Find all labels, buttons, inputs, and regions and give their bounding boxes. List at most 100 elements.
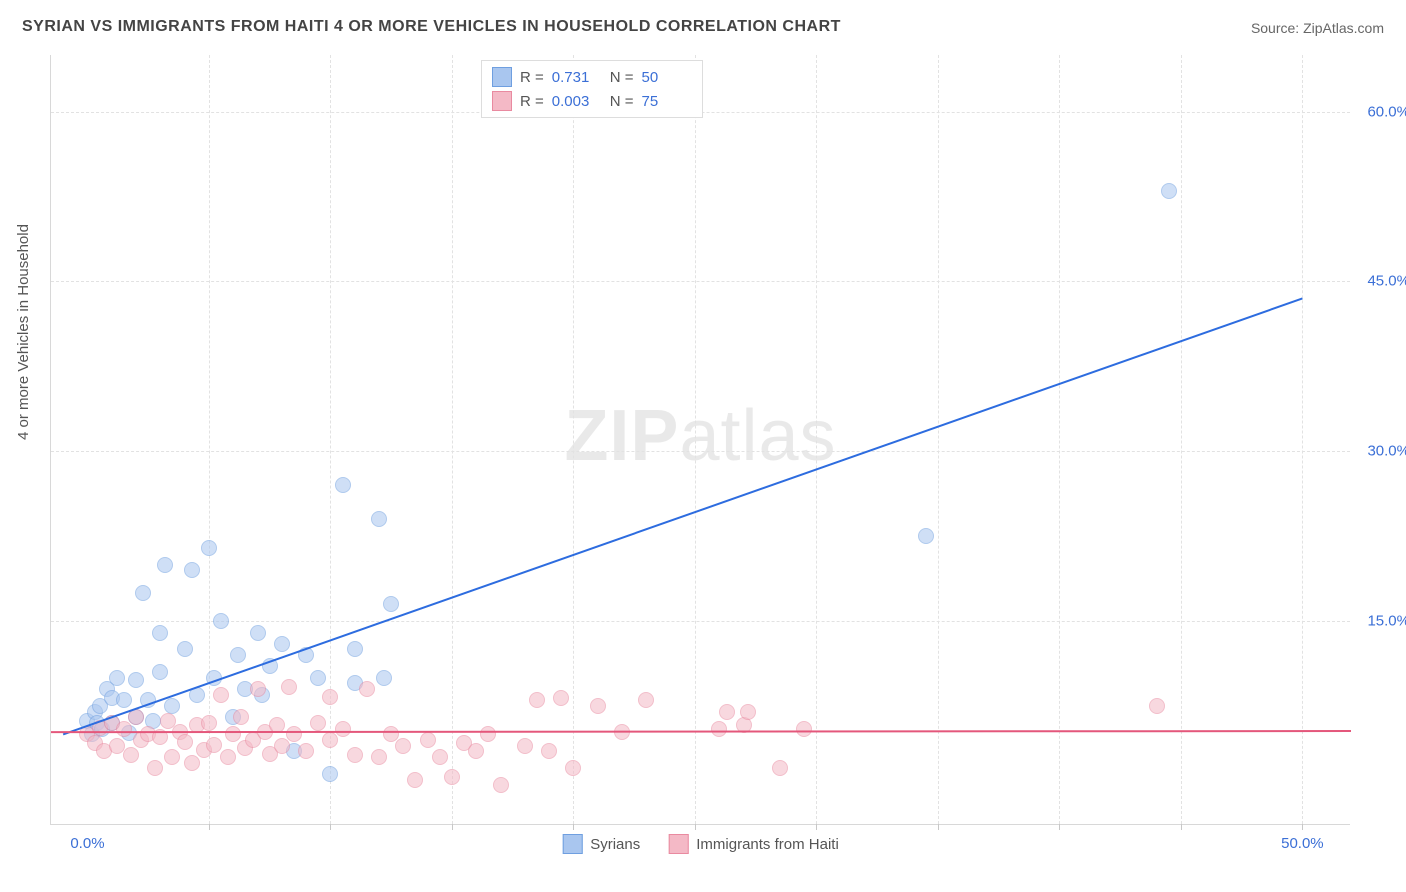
data-point [376, 670, 392, 686]
legend-item-0: Syrians [562, 834, 640, 854]
data-point [711, 721, 727, 737]
data-point [269, 717, 285, 733]
data-point [201, 540, 217, 556]
data-point [480, 726, 496, 742]
data-point [213, 687, 229, 703]
data-point [407, 772, 423, 788]
n-label-0: N = [610, 69, 634, 86]
data-point [371, 511, 387, 527]
y-tick-label: 45.0% [1355, 273, 1406, 290]
data-point [444, 769, 460, 785]
data-point [109, 738, 125, 754]
data-point [147, 760, 163, 776]
data-point [322, 689, 338, 705]
r-value-1: 0.003 [552, 93, 602, 110]
y-axis-label: 4 or more Vehicles in Household [15, 224, 32, 440]
data-point [719, 704, 735, 720]
swatch-series-0 [492, 67, 512, 87]
data-point [918, 528, 934, 544]
data-point [225, 726, 241, 742]
watermark: ZIPatlas [564, 394, 836, 476]
r-label-1: R = [520, 93, 544, 110]
data-point [322, 766, 338, 782]
trend-line [63, 298, 1302, 734]
data-point [1161, 183, 1177, 199]
data-point [123, 747, 139, 763]
trend-line [51, 731, 1351, 732]
watermark-light: atlas [679, 395, 836, 475]
data-point [128, 709, 144, 725]
data-point [590, 698, 606, 714]
data-point [335, 477, 351, 493]
data-point [298, 743, 314, 759]
n-value-0: 50 [642, 69, 692, 86]
series-name-0: Syrians [590, 836, 640, 853]
data-point [152, 729, 168, 745]
data-point [189, 687, 205, 703]
r-value-0: 0.731 [552, 69, 602, 86]
data-point [213, 613, 229, 629]
data-point [395, 738, 411, 754]
data-point [335, 721, 351, 737]
chart-title: SYRIAN VS IMMIGRANTS FROM HAITI 4 OR MOR… [22, 18, 841, 36]
data-point [383, 596, 399, 612]
data-point [468, 743, 484, 759]
x-tick-label: 0.0% [70, 835, 104, 852]
plot-area: ZIPatlas R = 0.731 N = 50 R = 0.003 N = … [50, 55, 1350, 825]
legend-row-series-1: R = 0.003 N = 75 [492, 89, 692, 113]
data-point [310, 670, 326, 686]
data-point [529, 692, 545, 708]
data-point [614, 724, 630, 740]
data-point [230, 647, 246, 663]
data-point [796, 721, 812, 737]
x-tick-label: 50.0% [1281, 835, 1324, 852]
data-point [250, 625, 266, 641]
data-point [274, 636, 290, 652]
data-point [177, 734, 193, 750]
data-point [116, 692, 132, 708]
data-point [420, 732, 436, 748]
correlation-legend: R = 0.731 N = 50 R = 0.003 N = 75 [481, 60, 703, 118]
data-point [177, 641, 193, 657]
y-tick-label: 15.0% [1355, 613, 1406, 630]
data-point [140, 692, 156, 708]
data-point [371, 749, 387, 765]
data-point [772, 760, 788, 776]
data-point [128, 672, 144, 688]
n-label-1: N = [610, 93, 634, 110]
data-point [298, 647, 314, 663]
data-point [553, 690, 569, 706]
data-point [347, 747, 363, 763]
source-credit: Source: ZipAtlas.com [1251, 20, 1384, 36]
data-point [184, 562, 200, 578]
data-point [164, 698, 180, 714]
data-point [432, 749, 448, 765]
series-legend: Syrians Immigrants from Haiti [562, 834, 839, 854]
data-point [201, 715, 217, 731]
watermark-bold: ZIP [564, 395, 679, 475]
data-point [206, 737, 222, 753]
data-point [250, 681, 266, 697]
data-point [517, 738, 533, 754]
data-point [152, 664, 168, 680]
data-point [736, 717, 752, 733]
data-point [310, 715, 326, 731]
data-point [286, 726, 302, 742]
data-point [1149, 698, 1165, 714]
data-point [262, 658, 278, 674]
data-point [184, 755, 200, 771]
data-point [493, 777, 509, 793]
data-point [347, 641, 363, 657]
n-value-1: 75 [642, 93, 692, 110]
data-point [740, 704, 756, 720]
y-tick-label: 60.0% [1355, 103, 1406, 120]
data-point [638, 692, 654, 708]
data-point [281, 679, 297, 695]
data-point [109, 670, 125, 686]
data-point [233, 709, 249, 725]
swatch-series-1 [492, 91, 512, 111]
data-point [157, 557, 173, 573]
data-point [565, 760, 581, 776]
data-point [220, 749, 236, 765]
series-name-1: Immigrants from Haiti [696, 836, 839, 853]
